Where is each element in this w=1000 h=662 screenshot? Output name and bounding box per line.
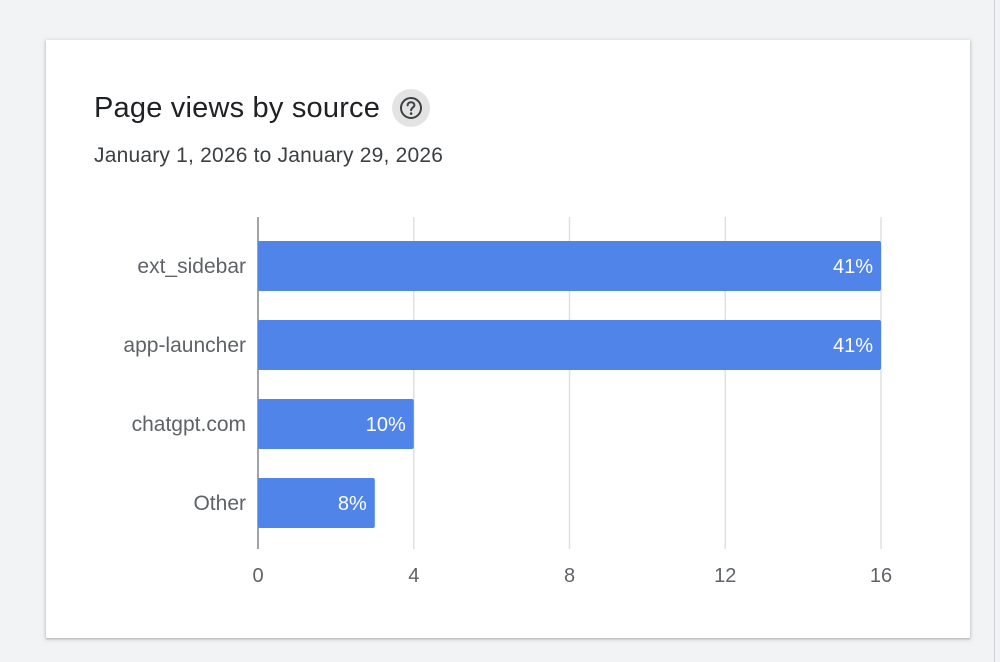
help-circle-icon[interactable] xyxy=(392,89,431,127)
category-label: app-launcher xyxy=(123,334,246,357)
x-tick-label: 8 xyxy=(564,565,575,587)
bar-value-label: 41% xyxy=(833,256,873,278)
bar-value-label: 10% xyxy=(366,414,406,436)
bar xyxy=(258,320,881,370)
window-edge-line xyxy=(994,0,995,662)
bar xyxy=(258,478,375,528)
date-range: January 1, 2026 to January 29, 2026 xyxy=(94,144,444,167)
x-tick-label: 4 xyxy=(408,565,419,587)
bar xyxy=(258,399,414,449)
bar xyxy=(258,241,881,291)
x-tick-label: 16 xyxy=(870,565,892,587)
card-title: Page views by source xyxy=(94,91,381,124)
bar-value-label: 8% xyxy=(338,493,367,515)
category-label: chatgpt.com xyxy=(132,413,246,436)
x-tick-label: 0 xyxy=(252,565,263,587)
category-label: ext_sidebar xyxy=(137,255,246,278)
card-header: Page views by source xyxy=(94,88,431,128)
x-tick-label: 12 xyxy=(714,565,736,587)
category-label: Other xyxy=(193,492,246,515)
bar-value-label: 41% xyxy=(833,335,873,357)
